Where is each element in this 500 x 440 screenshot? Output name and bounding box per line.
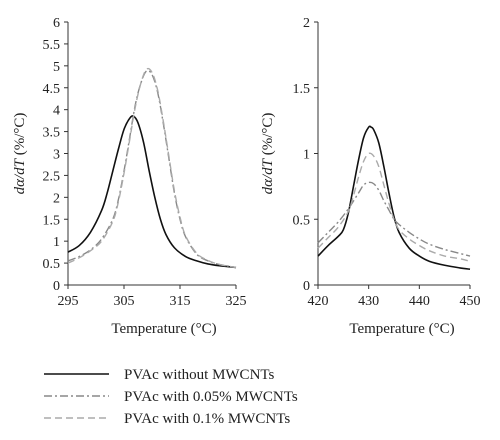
y-axis-label-unit: (%/°C) [12,113,28,159]
y-axis-label-symbol: dα/dT [12,157,28,194]
y-tick-label: 4.5 [43,82,61,97]
x-tick-label: 430 [358,294,379,309]
y-tick-label: 1.5 [43,213,61,228]
y-axis-label-unit: (%/°C) [260,113,276,159]
y-tick-label: 0 [303,279,310,294]
y-tick-label: 0.5 [293,213,311,228]
y-tick-label: 3.5 [43,126,61,141]
y-tick-label: 3 [53,148,60,163]
x-tick-label: 440 [409,294,430,309]
y-axis-label-symbol: dα/dT [260,157,276,194]
y-tick-label: 5 [53,60,60,75]
x-tick-label: 420 [308,294,329,309]
y-axis-label: dα/dT (%/°C) [12,113,28,195]
x-tick-label: 295 [58,294,79,309]
y-tick-label: 1 [303,148,310,163]
y-tick-label: 1.5 [293,82,311,97]
series-line-2 [67,67,237,269]
y-tick-label: 2 [53,191,60,206]
x-tick-label: 305 [114,294,135,309]
x-tick-label: 450 [460,294,481,309]
legend-label-1: PVAc with 0.05% MWCNTs [124,389,298,405]
series-line-0 [67,115,237,269]
legend-label-0: PVAc without MWCNTs [124,367,275,383]
x-axis-label: Temperature (°C) [111,321,216,337]
x-axis-label: Temperature (°C) [349,321,454,337]
y-tick-label: 5.5 [43,38,61,53]
y-axis-label: dα/dT (%/°C) [260,113,276,195]
y-tick-label: 2.5 [43,169,61,184]
y-tick-label: 4 [53,104,60,119]
y-tick-label: 0.5 [43,257,61,272]
chart-left: 0 0.5 1 1.5 2 2.5 3 3.5 4 4.5 5 5.5 6 295 305 315 325 Tem… [12,16,247,337]
y-tick-label: 2 [303,16,310,31]
series-line-1 [67,69,237,269]
legend-label-2: PVAc with 0.1% MWCNTs [124,411,290,427]
x-tick-label: 315 [170,294,191,309]
legend: PVAc without MWCNTs PVAc with 0.05% MWCNT… [44,367,298,427]
y-tick-label: 0 [53,279,60,294]
y-tick-label: 6 [53,16,60,31]
series-line-2 [317,152,471,263]
series-line-0 [317,125,471,271]
x-tick-label: 325 [226,294,247,309]
y-tick-label: 1 [53,235,60,250]
chart-right: 0 0.5 1 1.5 2 420 430 440 450 Temperature (°C) dα/… [260,16,481,337]
